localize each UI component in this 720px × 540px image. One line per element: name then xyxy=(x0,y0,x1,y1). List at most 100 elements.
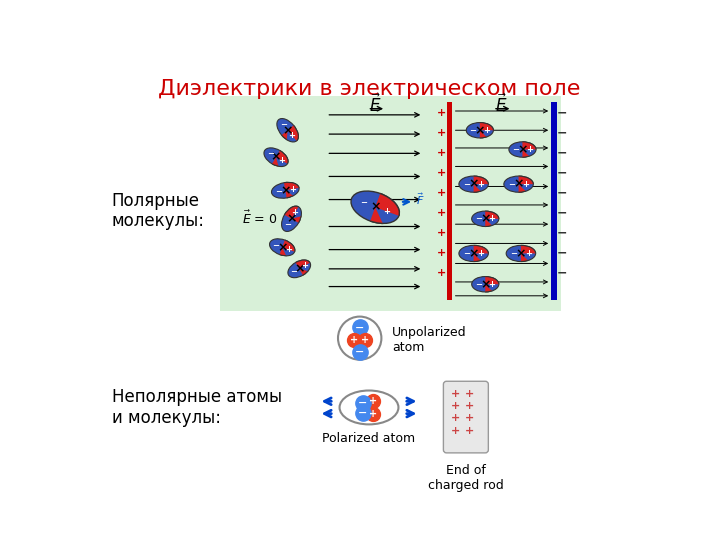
Ellipse shape xyxy=(277,119,298,142)
Text: $\vec{E}$: $\vec{E}$ xyxy=(369,93,382,116)
Polygon shape xyxy=(523,61,611,238)
Ellipse shape xyxy=(472,276,499,292)
Text: −: − xyxy=(463,180,469,188)
Ellipse shape xyxy=(340,390,398,424)
Text: +: + xyxy=(350,335,359,346)
Text: +: + xyxy=(489,280,495,289)
Text: +: + xyxy=(525,249,532,258)
Text: −: − xyxy=(508,180,515,188)
Text: Unpolarized
atom: Unpolarized atom xyxy=(392,327,467,354)
Text: −: − xyxy=(475,214,482,224)
Text: −: − xyxy=(279,120,287,130)
Ellipse shape xyxy=(472,211,499,226)
Text: −: − xyxy=(463,249,469,258)
Ellipse shape xyxy=(282,206,302,232)
Bar xyxy=(446,102,452,300)
Ellipse shape xyxy=(504,176,534,192)
Text: +: + xyxy=(483,126,490,135)
Ellipse shape xyxy=(351,191,400,224)
Text: −: − xyxy=(358,408,367,418)
Text: +: + xyxy=(526,145,533,154)
Text: +: + xyxy=(477,180,485,188)
Text: ×: × xyxy=(282,124,293,137)
Ellipse shape xyxy=(282,206,302,232)
Text: +: + xyxy=(384,207,390,216)
Text: +: + xyxy=(436,129,446,138)
Text: +: + xyxy=(436,188,446,198)
Text: −: − xyxy=(358,398,367,408)
Ellipse shape xyxy=(288,260,310,278)
Text: $\vec{E}$ = 0: $\vec{E}$ = 0 xyxy=(242,210,277,227)
Text: −: − xyxy=(557,147,567,160)
Circle shape xyxy=(338,316,382,360)
Text: ×: × xyxy=(280,184,291,197)
Text: End of
charged rod: End of charged rod xyxy=(428,464,504,491)
Ellipse shape xyxy=(459,245,488,261)
Text: +: + xyxy=(292,208,299,217)
Text: $\vec{F}$: $\vec{F}$ xyxy=(415,191,424,207)
Text: Polarized atom: Polarized atom xyxy=(323,432,415,445)
Text: −: − xyxy=(360,199,367,207)
Text: +: + xyxy=(465,389,474,399)
Ellipse shape xyxy=(506,245,536,261)
Ellipse shape xyxy=(459,176,488,192)
Text: +: + xyxy=(436,168,446,178)
Text: +: + xyxy=(451,413,460,423)
Text: +: + xyxy=(465,426,474,436)
Text: +: + xyxy=(285,245,292,254)
Ellipse shape xyxy=(459,245,488,261)
Text: +: + xyxy=(289,131,296,140)
Ellipse shape xyxy=(509,142,536,157)
Text: +: + xyxy=(436,248,446,259)
Text: +: + xyxy=(477,249,485,258)
Text: ×: × xyxy=(513,178,524,191)
Ellipse shape xyxy=(504,176,534,192)
Text: ×: × xyxy=(469,178,479,191)
Polygon shape xyxy=(521,158,617,349)
Text: −: − xyxy=(275,187,282,196)
Ellipse shape xyxy=(271,183,299,198)
Polygon shape xyxy=(321,59,579,409)
Ellipse shape xyxy=(277,119,298,142)
Text: +: + xyxy=(465,413,474,423)
Text: Диэлектрики в электрическом поле: Диэлектрики в электрическом поле xyxy=(158,79,580,99)
Polygon shape xyxy=(485,130,575,307)
Text: ×: × xyxy=(480,212,490,225)
Text: ×: × xyxy=(469,247,479,260)
Text: ×: × xyxy=(277,241,287,254)
Text: $\vec{E}$: $\vec{E}$ xyxy=(495,93,507,116)
Text: +: + xyxy=(451,426,460,436)
Ellipse shape xyxy=(269,239,295,256)
Text: +: + xyxy=(369,409,377,419)
Text: −: − xyxy=(557,227,567,240)
Text: ×: × xyxy=(287,212,297,225)
Polygon shape xyxy=(474,89,570,280)
Text: Неполярные атомы
и молекулы:: Неполярные атомы и молекулы: xyxy=(112,388,282,427)
Text: −: − xyxy=(475,280,482,289)
Ellipse shape xyxy=(269,239,295,256)
Text: −: − xyxy=(272,240,279,249)
Text: ×: × xyxy=(370,201,380,214)
Text: −: − xyxy=(510,249,517,258)
Polygon shape xyxy=(474,158,570,349)
Text: ×: × xyxy=(480,278,490,291)
Text: +: + xyxy=(465,401,474,411)
Text: +: + xyxy=(451,401,460,411)
Text: +: + xyxy=(436,148,446,158)
Text: +: + xyxy=(301,261,308,270)
Text: +: + xyxy=(436,268,446,279)
Text: −: − xyxy=(557,187,567,200)
Text: −: − xyxy=(469,126,477,135)
Ellipse shape xyxy=(467,123,493,138)
Ellipse shape xyxy=(271,183,299,198)
Ellipse shape xyxy=(351,191,400,224)
Text: −: − xyxy=(557,107,567,120)
Text: +: + xyxy=(489,214,495,224)
Text: −: − xyxy=(557,167,567,180)
Text: ×: × xyxy=(294,262,305,275)
Polygon shape xyxy=(269,85,391,280)
Polygon shape xyxy=(217,72,416,258)
Polygon shape xyxy=(212,94,416,264)
Text: −: − xyxy=(512,145,519,154)
Polygon shape xyxy=(518,89,615,280)
